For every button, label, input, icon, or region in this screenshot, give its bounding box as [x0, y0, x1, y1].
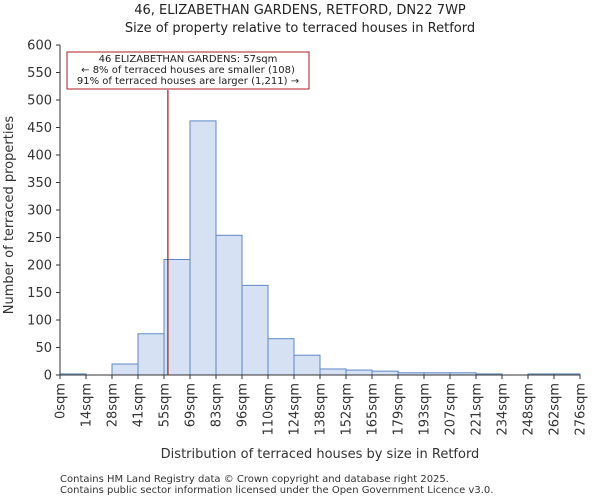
x-tick-label: 138sqm	[314, 383, 329, 436]
annotation-text: ← 8% of terraced houses are smaller (108…	[81, 65, 295, 76]
y-tick-label: 400	[27, 149, 52, 164]
annotation-box	[66, 51, 310, 90]
x-tick-label: 152sqm	[340, 383, 355, 436]
histogram-bar	[267, 338, 295, 376]
histogram-bar	[371, 370, 399, 376]
y-tick-layer: 0 50 100 150 200 250 300 350 400 450 500 550 600	[27, 39, 60, 384]
x-tick-label: 0sqm	[54, 383, 69, 419]
x-tick-label: 179sqm	[392, 383, 407, 436]
bar-layer	[59, 120, 581, 376]
x-tick-label: 165sqm	[366, 383, 381, 436]
y-tick-label: 50	[35, 341, 52, 356]
histogram-bar	[293, 354, 321, 376]
x-axis-label: Distribution of terraced houses by size …	[161, 447, 480, 462]
y-tick-label: 250	[27, 231, 52, 246]
x-tick-label: 262sqm	[548, 383, 563, 436]
histogram-bar	[241, 284, 269, 376]
x-tick-label: 207sqm	[444, 383, 459, 436]
y-tick-label: 550	[27, 66, 52, 81]
x-tick-label: 110sqm	[262, 383, 277, 436]
axis-layer: 0sqm 14sqm 28sqm 41sqm 55sqm 69sqm 83sqm 96sqm 1…	[54, 45, 589, 436]
x-tick-label: 83sqm	[210, 383, 225, 427]
x-tick-label: 221sqm	[470, 383, 485, 436]
annotation-layer: 46 ELIZABETHAN GARDENS: 57sqm← 8% of ter…	[66, 51, 310, 375]
footer-licence: Contains public sector information licen…	[60, 485, 494, 496]
histogram-bar	[111, 363, 139, 376]
x-tick-label: 234sqm	[496, 383, 511, 436]
x-tick-label: 41sqm	[132, 383, 147, 427]
histogram-bar	[137, 333, 165, 376]
histogram-bar	[345, 369, 373, 376]
y-axis-label: Number of terraced properties	[2, 116, 17, 315]
annotation-text: 91% of terraced houses are larger (1,211…	[77, 76, 299, 87]
y-tick-label: 450	[27, 121, 52, 136]
y-tick-label: 300	[27, 204, 52, 219]
x-tick-label: 193sqm	[418, 383, 433, 436]
histogram-bar	[189, 120, 217, 376]
x-tick-label: 276sqm	[574, 383, 589, 436]
x-tick-label: 248sqm	[522, 383, 537, 436]
y-tick-label: 600	[27, 39, 52, 54]
x-tick-label: 55sqm	[158, 383, 173, 427]
y-tick-label: 0	[44, 369, 52, 384]
x-tick-label: 96sqm	[236, 383, 251, 427]
chart-subtitle: Size of property relative to terraced ho…	[124, 21, 476, 36]
x-tick-label: 28sqm	[106, 383, 121, 427]
histogram-bar	[215, 234, 243, 376]
footer-copyright: Contains HM Land Registry data © Crown c…	[60, 474, 449, 485]
histogram-bar	[319, 368, 347, 376]
x-tick-label: 124sqm	[288, 383, 303, 436]
x-tick-label: 69sqm	[184, 383, 199, 427]
y-tick-label: 150	[27, 286, 52, 301]
annotation-text: 46 ELIZABETHAN GARDENS: 57sqm	[99, 54, 278, 65]
y-tick-label: 200	[27, 259, 52, 274]
y-tick-label: 500	[27, 94, 52, 109]
y-tick-label: 100	[27, 314, 52, 329]
x-tick-label: 14sqm	[80, 383, 95, 427]
y-tick-label: 350	[27, 176, 52, 191]
chart-title: 46, ELIZABETHAN GARDENS, RETFORD, DN22 7…	[134, 3, 466, 18]
